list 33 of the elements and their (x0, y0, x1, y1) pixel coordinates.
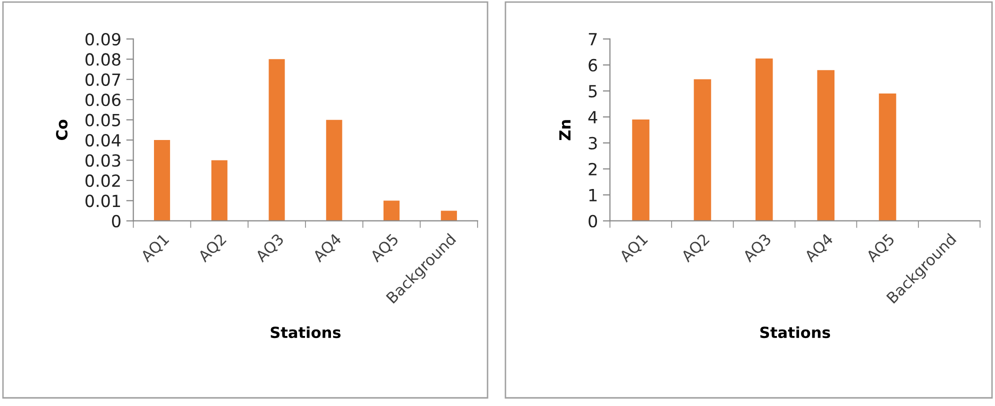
bar (268, 59, 285, 221)
bar (756, 58, 773, 221)
y-tick-label: 0 (588, 214, 598, 228)
y-tick-label: 0.06 (86, 94, 120, 106)
y-tick-label: 7 (588, 33, 597, 46)
y-tick-label: 0.04 (86, 134, 121, 147)
y-axis-title: Co (56, 120, 68, 140)
y-tick-label: 0.02 (86, 174, 120, 188)
y-tick-label: 1 (589, 189, 597, 202)
bar (632, 120, 650, 221)
bar (878, 94, 896, 221)
y-tick-label: 4 (588, 111, 598, 124)
y-tick-label: 0.03 (86, 154, 120, 167)
bar (211, 160, 228, 221)
y-tick-label: 5 (588, 85, 597, 98)
bar (817, 70, 834, 221)
x-axis-title: Stations (760, 326, 830, 338)
y-axis-title: Zn (559, 120, 570, 140)
y-tick-label: 6 (588, 58, 598, 72)
y-tick-label: 2 (588, 162, 596, 176)
bar (154, 140, 170, 221)
bar (694, 79, 712, 221)
bar (326, 120, 342, 221)
y-tick-label: 0.05 (86, 114, 120, 126)
y-tick-label: 0.07 (86, 73, 120, 86)
bar (440, 210, 457, 221)
y-tick-label: 0 (112, 214, 120, 228)
y-tick-label: 3 (588, 136, 597, 150)
y-tick-label: 0.08 (86, 53, 120, 66)
bar (384, 200, 400, 221)
x-axis-title: Stations (270, 326, 341, 338)
y-tick-label: 0.01 (86, 194, 120, 208)
y-tick-label: 0.09 (86, 32, 120, 46)
